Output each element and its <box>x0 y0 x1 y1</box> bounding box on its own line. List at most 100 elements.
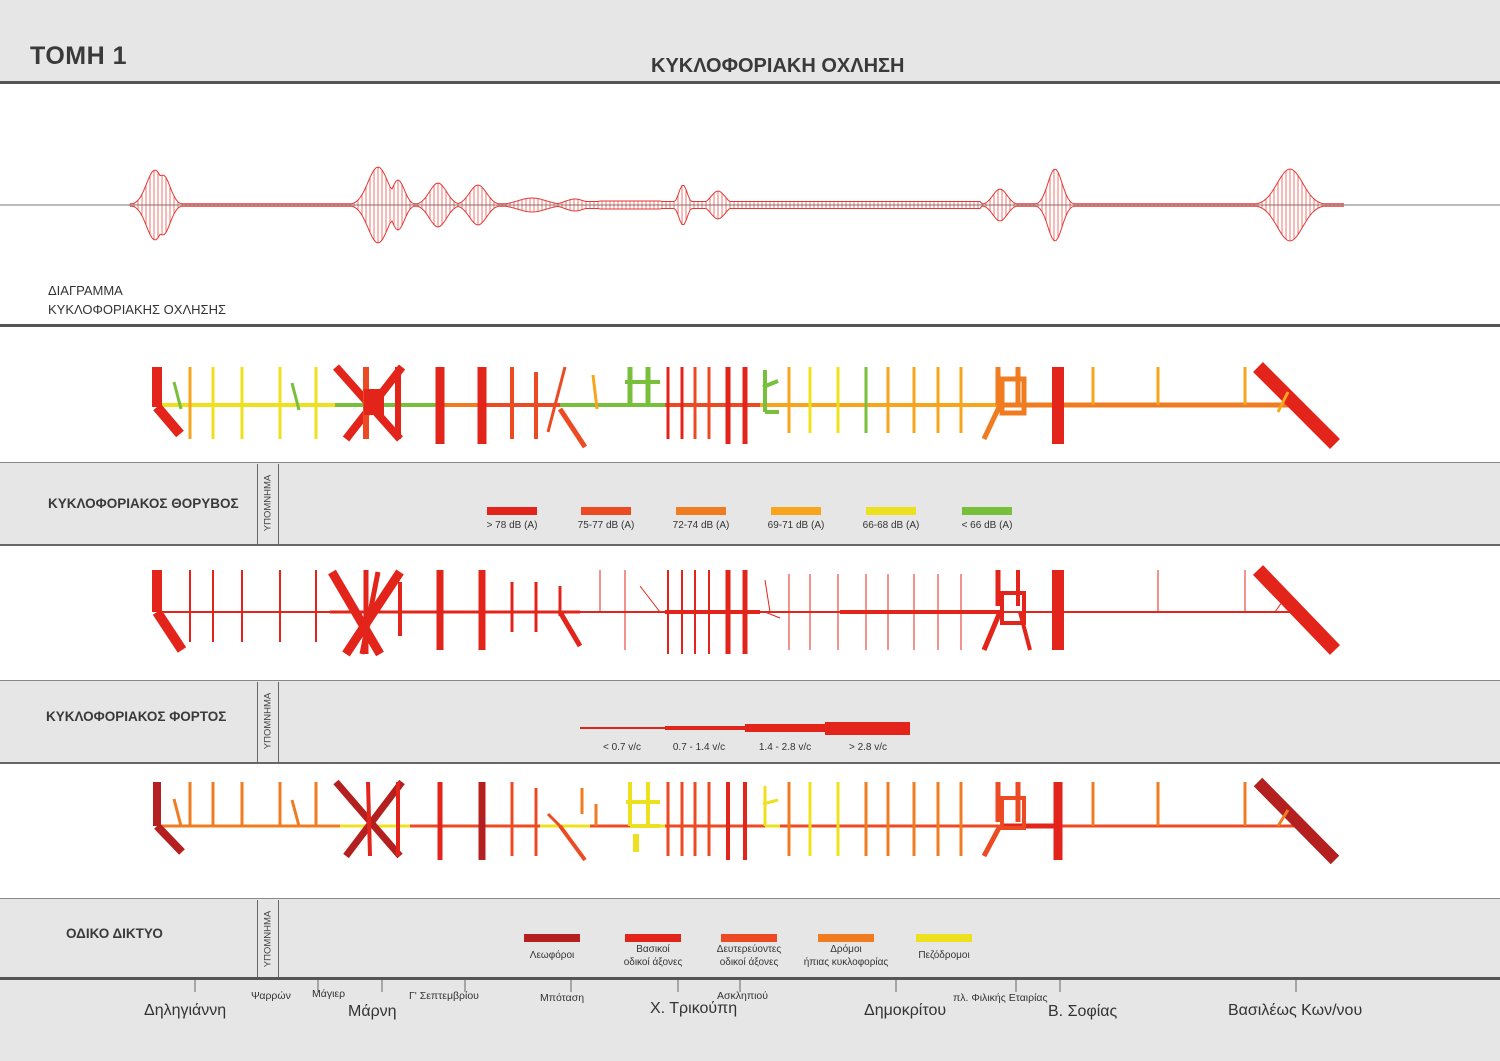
map-street <box>981 403 1003 441</box>
load-legend-heading-text: ΥΠΟΜΝΗΜΑ <box>262 692 274 750</box>
network-legend-heading-text: ΥΠΟΜΝΗΜΑ <box>262 910 274 968</box>
noise-map <box>152 362 1340 449</box>
network-legend-sep-right <box>278 900 279 977</box>
street-botasi: Μπόταση <box>540 992 585 1004</box>
map-street <box>342 569 404 657</box>
map-street <box>981 824 1003 858</box>
map-street <box>639 585 661 613</box>
noise-swatch-2 <box>581 507 631 515</box>
map-street <box>328 569 384 657</box>
noise-legend-heading: ΥΠΟΜΝΗΜΑ <box>258 468 278 538</box>
network-label-2b: οδικοί άξονες <box>623 957 683 968</box>
map-street <box>557 407 588 449</box>
noise-label-5: 66-68 dB (A) <box>862 520 920 531</box>
noise-swatch-5 <box>866 507 916 515</box>
noise-title: ΚΥΚΛΟΦΟΡΙΑΚΟΣ ΘΟΡΥΒΟΣ <box>48 496 239 511</box>
map-street <box>1253 777 1340 865</box>
street-g-septemvriou: Γ' Σεπτεμβρίου <box>409 990 479 1002</box>
noise-legend-heading-text: ΥΠΟΜΝΗΜΑ <box>262 474 274 532</box>
street-ticks <box>194 980 1297 992</box>
noise-label-4: 69-71 dB (A) <box>767 520 825 531</box>
street-band <box>0 980 1500 1061</box>
map-street <box>762 798 779 806</box>
map-street <box>762 379 779 389</box>
noise-swatch-4 <box>771 507 821 515</box>
noise-legend-sep-left <box>257 464 258 544</box>
map-street <box>764 611 781 619</box>
network-title: ΟΔΙΚΟ ΔΙΚΤΥΟ <box>66 926 163 941</box>
load-label-1: < 0.7 v/c <box>602 742 642 753</box>
map-street <box>1276 391 1290 413</box>
load-legend-sep-left <box>257 682 258 762</box>
street-dimokritou: Δημοκρίτου <box>864 1002 947 1019</box>
map-street <box>290 799 301 827</box>
map-street <box>764 579 771 613</box>
noise-waveform-diagram <box>0 166 1500 244</box>
noise-legend-sep-right <box>278 464 279 544</box>
network-label-4a: Δρόμοι <box>830 944 862 955</box>
map-junction <box>1000 796 1026 830</box>
street-magier: Μάγιερ <box>312 988 346 1000</box>
noise-legend-top-line <box>0 462 1500 463</box>
header-band <box>0 0 1500 81</box>
wave-envelope-top <box>130 166 1344 205</box>
noise-label-3: 72-74 dB (A) <box>672 520 730 531</box>
network-legend-sep-left <box>257 900 258 977</box>
map-street <box>558 824 587 862</box>
noise-swatch-1 <box>487 507 537 515</box>
load-label-2: 0.7 - 1.4 v/c <box>672 742 726 753</box>
map-street <box>557 610 583 648</box>
network-label-3a: Δευτερεύοντες <box>716 944 782 955</box>
noise-swatch-6 <box>962 507 1012 515</box>
map-street <box>981 611 1003 651</box>
load-legend-top-line <box>0 680 1500 681</box>
map-street <box>1274 601 1283 613</box>
network-legend-top-line <box>0 898 1500 899</box>
noise-swatch-3 <box>676 507 726 515</box>
network-swatch-2 <box>625 934 681 942</box>
map-junction <box>999 376 1027 416</box>
map-street <box>1276 809 1290 827</box>
wave-envelope-bottom <box>130 205 1344 244</box>
map-junction <box>1000 591 1026 625</box>
header-divider <box>0 81 1500 84</box>
road-network-map <box>153 777 1340 865</box>
map-street <box>1018 611 1032 651</box>
map-street <box>290 382 301 411</box>
map-street <box>546 812 562 828</box>
noise-legend-bottom-line <box>0 544 1500 546</box>
map-street <box>366 781 372 857</box>
network-swatch-5 <box>916 934 972 942</box>
map-street <box>172 381 183 410</box>
section-title: ΤΟΜΗ 1 <box>30 42 127 70</box>
street-v-sofias: Β. Σοφίας <box>1048 1003 1118 1020</box>
network-swatch-4 <box>818 934 874 942</box>
street-psarron: Ψαρρών <box>251 990 291 1002</box>
diagram-label-line1: ΔΙΑΓΡΑΜΜΑ <box>48 283 123 298</box>
traffic-load-map <box>152 565 1341 657</box>
load-swatch-4 <box>825 722 910 735</box>
network-label-1: Λεωφόροι <box>529 950 575 961</box>
network-label-2a: Βασικοί <box>636 944 670 955</box>
street-pl-filikis: πλ. Φιλικής Εταιρίας <box>953 992 1048 1004</box>
map-street <box>1252 565 1341 655</box>
network-legend-bottom-line <box>0 977 1500 980</box>
load-swatch-2 <box>665 726 745 730</box>
map-street <box>1253 362 1340 449</box>
street-trikoupi: Χ. Τρικούπη <box>650 1000 738 1017</box>
diagram-label-line2: ΚΥΚΛΟΦΟΡΙΑΚΗΣ ΟΧΛΗΣΗΣ <box>48 302 226 317</box>
map-street <box>152 609 187 653</box>
map-street <box>546 366 567 433</box>
load-legend-bottom-line <box>0 762 1500 764</box>
noise-label-2: 75-77 dB (A) <box>577 520 635 531</box>
network-legend-heading: ΥΠΟΜΝΗΜΑ <box>258 904 278 974</box>
load-title: ΚΥΚΛΟΦΟΡΙΑΚΟΣ ΦΟΡΤΟΣ <box>46 709 227 724</box>
street-marni: Μάρνη <box>348 1003 397 1020</box>
map-street <box>343 779 405 859</box>
load-swatch-3 <box>745 724 825 732</box>
map-block <box>364 389 384 415</box>
street-vasileos: Βασιλέως Κων/νου <box>1228 1002 1363 1019</box>
noise-label-1: > 78 dB (A) <box>486 520 538 531</box>
network-label-5: Πεζόδρομοι <box>918 950 970 961</box>
map-street <box>591 374 599 410</box>
